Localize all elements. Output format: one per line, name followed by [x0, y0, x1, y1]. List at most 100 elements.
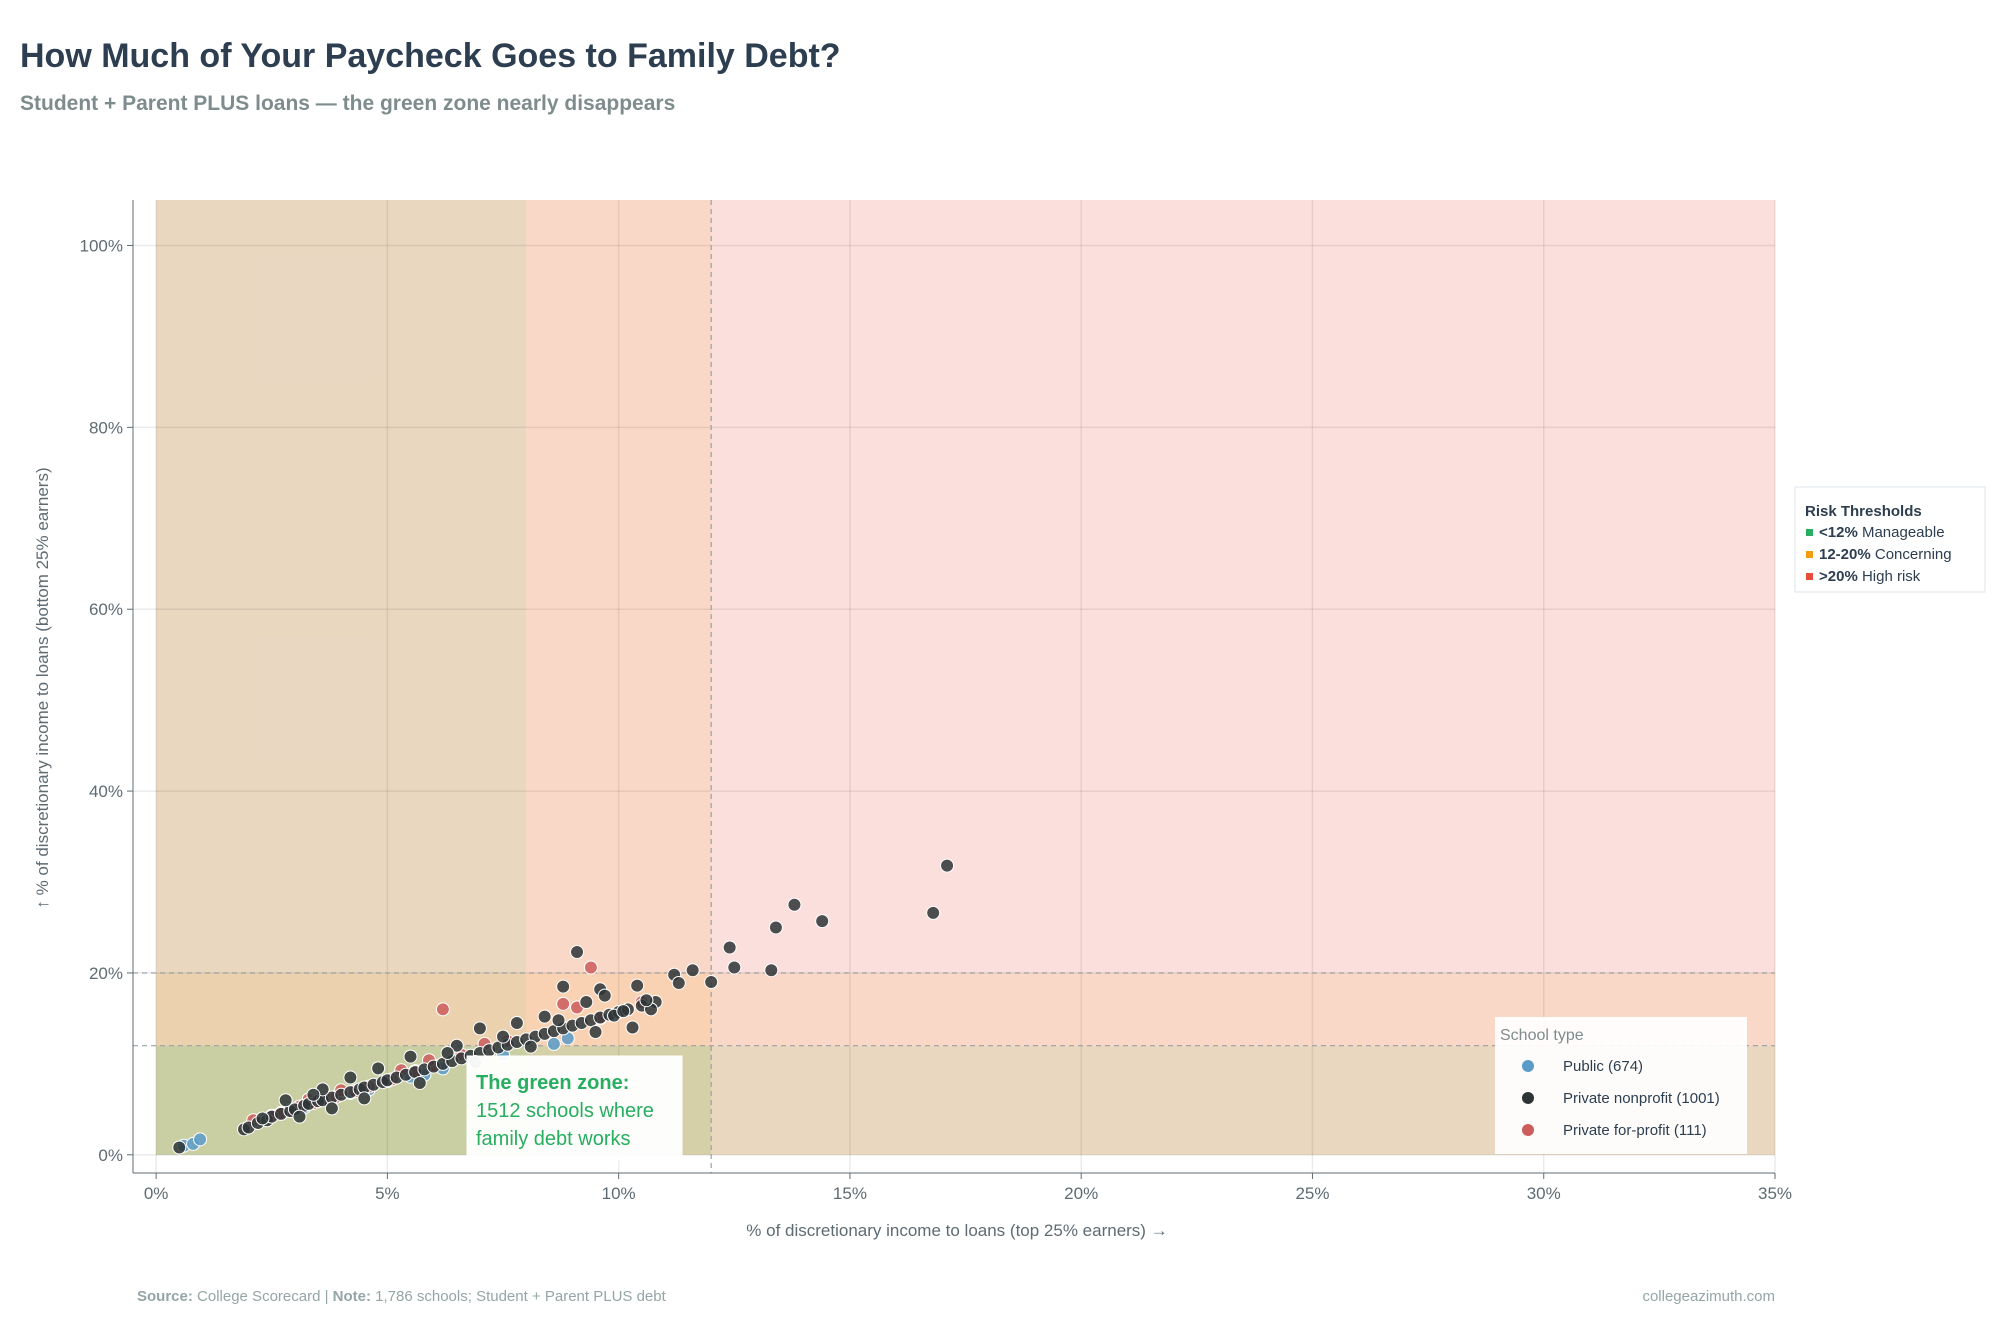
- data-point-private-nonprofit: [570, 945, 585, 960]
- legend-item-private-for-profit[interactable]: Private for-profit (111): [1522, 1122, 1707, 1139]
- data-point-private-for-profit: [435, 1002, 450, 1017]
- data-point-private-nonprofit: [926, 905, 941, 920]
- circle-icon: [1522, 1124, 1534, 1136]
- x-tick-label: 25%: [1295, 1184, 1329, 1203]
- square-icon: [1806, 529, 1813, 536]
- data-point-private-nonprofit: [324, 1101, 339, 1116]
- y-tick-label: 40%: [89, 782, 123, 801]
- source-text: College Scorecard |: [193, 1288, 333, 1305]
- data-point-private-nonprofit: [357, 1091, 372, 1106]
- x-tick-label: 0%: [144, 1184, 169, 1203]
- data-point-private-nonprofit: [412, 1075, 427, 1090]
- data-point-private-nonprofit: [255, 1111, 270, 1126]
- threshold-item-concerning: 12-20% Concerning: [1806, 546, 1952, 563]
- data-point-private-for-profit: [583, 960, 598, 975]
- source-label: Source:: [137, 1288, 193, 1305]
- data-point-private-nonprofit: [496, 1029, 511, 1044]
- risk-thresholds-title: Risk Thresholds: [1805, 503, 1922, 520]
- data-point-private-nonprofit: [597, 988, 612, 1003]
- legend-label: Private for-profit (111): [1563, 1122, 1707, 1139]
- threshold-value: <12%: [1819, 524, 1858, 541]
- data-point-private-nonprofit: [639, 993, 654, 1008]
- data-point-private-nonprofit: [472, 1021, 487, 1036]
- data-point-private-nonprofit: [306, 1087, 321, 1102]
- data-point-private-nonprofit: [625, 1020, 640, 1035]
- data-point-private-nonprofit: [704, 975, 719, 990]
- data-point-private-nonprofit: [537, 1009, 552, 1024]
- threshold-value: >20%: [1819, 568, 1858, 585]
- annotation-line-2: family debt works: [476, 1128, 631, 1150]
- circle-icon: [1522, 1060, 1534, 1072]
- svg-text:>20% High risk: >20% High risk: [1819, 568, 1921, 585]
- chart-subtitle: Student + Parent PLUS loans — the green …: [20, 92, 675, 115]
- data-point-private-nonprofit: [787, 897, 802, 912]
- data-point-private-nonprofit: [172, 1140, 187, 1155]
- square-icon: [1806, 551, 1813, 558]
- data-point-private-nonprofit: [523, 1039, 538, 1054]
- y-tick-label: 80%: [89, 418, 123, 437]
- svg-text:<12% Manageable: <12% Manageable: [1819, 524, 1945, 541]
- plot-area: 0% 5% 10% 15% 20% 25% 30% 35% 0% 20% 40% 60% 80% 100%: [80, 200, 1792, 1203]
- x-tick-label: 30%: [1527, 1184, 1561, 1203]
- data-point-private-nonprofit: [509, 1015, 524, 1030]
- annotation-line-1: 1512 schools where: [476, 1100, 654, 1122]
- data-point-public: [193, 1132, 208, 1147]
- data-point-private-nonprofit: [551, 1013, 566, 1028]
- data-point-private-nonprofit: [449, 1038, 464, 1053]
- y-tick-label: 60%: [89, 600, 123, 619]
- chart-title: How Much of Your Paycheck Goes to Family…: [20, 37, 841, 75]
- data-point-private-nonprofit: [616, 1004, 631, 1019]
- data-point-private-nonprofit: [556, 979, 571, 994]
- zone-manageable-band-x: [156, 200, 527, 1155]
- footer-source: Source: College Scorecard | Note: 1,786 …: [137, 1288, 667, 1305]
- threshold-label: Concerning: [1871, 546, 1952, 563]
- school-type-legend: School type Public (674) Private nonprof…: [1495, 1017, 1747, 1154]
- x-tick-label: 15%: [833, 1184, 867, 1203]
- data-point-private-nonprofit: [343, 1070, 358, 1085]
- threshold-item-manageable: <12% Manageable: [1806, 524, 1945, 541]
- data-point-private-nonprofit: [440, 1045, 455, 1060]
- zone-high-risk-band: [156, 200, 1776, 1155]
- y-axis-label: ↑ % of discretionary income to loans (bo…: [33, 467, 52, 908]
- y-tick-label: 100%: [80, 236, 123, 255]
- data-point-private-nonprofit: [727, 960, 742, 975]
- data-point-private-nonprofit: [579, 995, 594, 1010]
- svg-text:12-20% Concerning: 12-20% Concerning: [1819, 546, 1952, 563]
- threshold-label: Manageable: [1858, 524, 1945, 541]
- note-text: 1,786 schools; Student + Parent PLUS deb…: [371, 1288, 667, 1305]
- zone-concerning-band-x: [156, 200, 712, 1155]
- data-point-private-nonprofit: [815, 914, 830, 929]
- data-point-private-nonprofit: [403, 1049, 418, 1064]
- threshold-item-high-risk: >20% High risk: [1806, 568, 1921, 585]
- data-point-private-nonprofit: [685, 963, 700, 978]
- y-tick-label: 0%: [98, 1146, 123, 1165]
- x-tick-label: 10%: [602, 1184, 636, 1203]
- legend-item-private-nonprofit[interactable]: Private nonprofit (1001): [1522, 1090, 1720, 1107]
- data-point-private-nonprofit: [371, 1061, 386, 1076]
- risk-thresholds-legend: Risk Thresholds <12% Manageable 12-20% C…: [1794, 486, 1986, 593]
- note-label: Note:: [333, 1288, 371, 1305]
- data-point-private-nonprofit: [630, 978, 645, 993]
- annotation-title: The green zone:: [476, 1072, 629, 1094]
- x-tick-label: 35%: [1758, 1184, 1792, 1203]
- circle-icon: [1522, 1092, 1534, 1104]
- footer-site[interactable]: collegeazimuth.com: [1642, 1288, 1775, 1305]
- square-icon: [1806, 573, 1813, 580]
- data-point-private-nonprofit: [278, 1093, 293, 1108]
- legend-title: School type: [1500, 1027, 1584, 1044]
- data-point-private-nonprofit: [768, 920, 783, 935]
- data-point-private-nonprofit: [671, 975, 686, 990]
- legend-label: Public (674): [1563, 1058, 1643, 1075]
- data-point-private-nonprofit: [940, 858, 955, 873]
- x-axis-label: % of discretionary income to loans (top …: [746, 1221, 1167, 1240]
- legend-item-public[interactable]: Public (674): [1522, 1058, 1643, 1075]
- legend-label: Private nonprofit (1001): [1563, 1090, 1720, 1107]
- data-point-private-for-profit: [556, 996, 571, 1011]
- data-point-private-nonprofit: [588, 1025, 603, 1040]
- threshold-label: High risk: [1858, 568, 1921, 585]
- x-tick-label: 20%: [1064, 1184, 1098, 1203]
- data-point-private-nonprofit: [722, 940, 737, 955]
- threshold-value: 12-20%: [1819, 546, 1871, 563]
- x-tick-label: 5%: [375, 1184, 400, 1203]
